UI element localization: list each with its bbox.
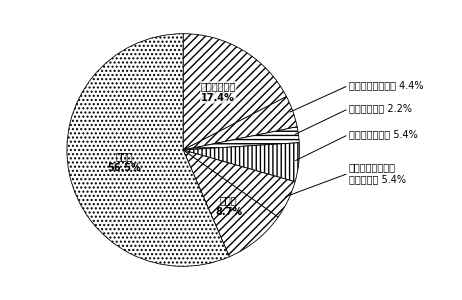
Wedge shape (183, 143, 299, 182)
Wedge shape (183, 97, 297, 150)
Text: 無回答
56.5%: 無回答 56.5% (107, 152, 141, 173)
Wedge shape (183, 127, 299, 150)
Text: 掃除等の家事
17.4%: 掃除等の家事 17.4% (201, 82, 236, 103)
Wedge shape (183, 34, 286, 150)
Text: その他
8.7%: その他 8.7% (215, 195, 242, 217)
Text: 言いたいことを伝
えてもらう 5.4%: 言いたいことを伝 えてもらう 5.4% (349, 163, 406, 184)
Wedge shape (183, 150, 295, 217)
Wedge shape (183, 150, 278, 257)
Text: 入浴等の身辺介助 4.4%: 入浴等の身辺介助 4.4% (349, 80, 423, 90)
Text: 学校等の送迎 2.2%: 学校等の送迎 2.2% (349, 103, 412, 114)
Wedge shape (67, 34, 229, 266)
Text: 外出時の付添い 5.4%: 外出時の付添い 5.4% (349, 130, 417, 140)
